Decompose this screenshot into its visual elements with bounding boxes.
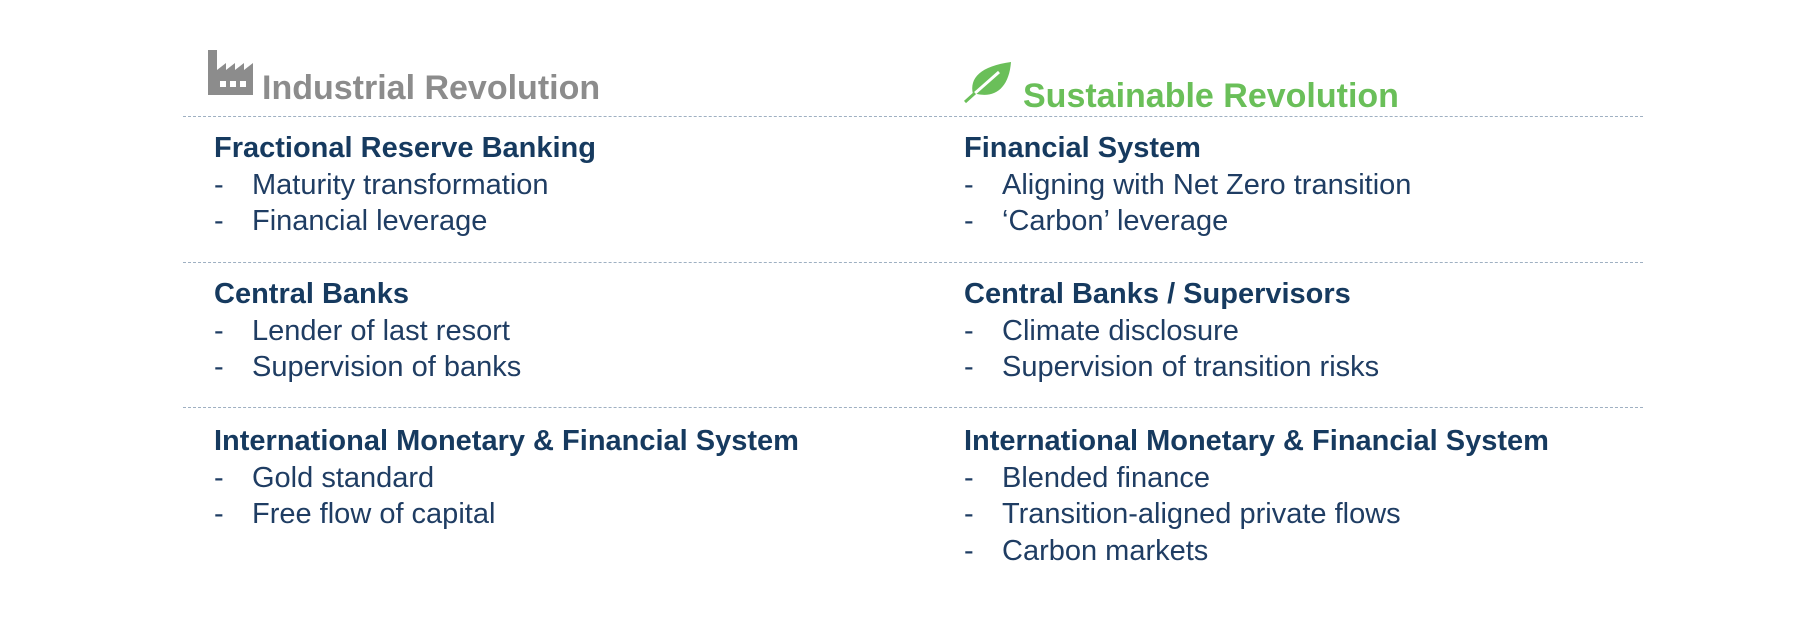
section-title: Central Banks xyxy=(214,278,410,310)
list-item: - Free flow of capital xyxy=(214,498,496,530)
left-section-international-monetary-system: International Monetary & Financial Syste… xyxy=(214,423,799,533)
bullet-list: - Blended finance - Transition-aligned pri… xyxy=(964,460,1549,570)
list-item: - ‘Carbon’ leverage xyxy=(964,205,1229,237)
list-item: - Financial leverage xyxy=(214,205,488,237)
bullet-list: - Maturity transformation - Financial leve… xyxy=(214,167,596,240)
left-section-fractional-reserve-banking: Fractional Reserve Banking - Maturity tra… xyxy=(214,130,596,240)
list-item: - Supervision of banks xyxy=(214,351,522,383)
section-title: International Monetary & Financial Syste… xyxy=(964,425,1549,457)
section-title: International Monetary & Financial Syste… xyxy=(214,425,799,457)
list-item: - Supervision of transition risks xyxy=(964,351,1380,383)
right-section-central-banks-supervisors: Central Banks / Supervisors - Climate dis… xyxy=(964,276,1379,386)
list-item: - Gold standard xyxy=(214,461,435,494)
list-item: - Climate disclosure xyxy=(964,314,1239,347)
bullet-list: - Lender of last resort - Supervision of b… xyxy=(214,313,521,386)
leaf-icon xyxy=(963,58,1015,113)
divider xyxy=(183,116,1643,117)
left-section-central-banks: Central Banks - Lender of last resort - Su… xyxy=(214,276,521,386)
section-title: Fractional Reserve Banking xyxy=(214,132,596,164)
section-title: Financial System xyxy=(964,132,1201,164)
bullet-list: - Climate disclosure - Supervision of tran… xyxy=(964,313,1379,386)
industrial-revolution-title: Industrial Revolution xyxy=(262,69,601,107)
sustainable-revolution-title: Sustainable Revolution xyxy=(1023,77,1399,115)
list-item: - Maturity transformation xyxy=(214,168,549,201)
industrial-revolution-header: Industrial Revolution xyxy=(206,48,600,105)
right-section-international-monetary-system: International Monetary & Financial Syste… xyxy=(964,423,1549,569)
right-section-financial-system: Financial System - Aligning with Net Zero… xyxy=(964,130,1411,240)
divider xyxy=(183,262,1643,263)
sustainable-revolution-header: Sustainable Revolution xyxy=(963,58,1399,113)
list-item: - Transition-aligned private flows xyxy=(964,498,1401,530)
factory-icon xyxy=(206,48,254,105)
list-item: - Blended finance xyxy=(964,461,1210,494)
list-item: - Aligning with Net Zero transition xyxy=(964,168,1412,201)
bullet-list: - Gold standard - Free flow of capital xyxy=(214,460,799,533)
list-item: - Carbon markets xyxy=(964,534,1209,567)
list-item: - Lender of last resort xyxy=(214,314,510,347)
divider xyxy=(183,407,1643,408)
bullet-list: - Aligning with Net Zero transition - ‘Car… xyxy=(964,167,1411,240)
section-title: Central Banks / Supervisors xyxy=(964,278,1351,310)
